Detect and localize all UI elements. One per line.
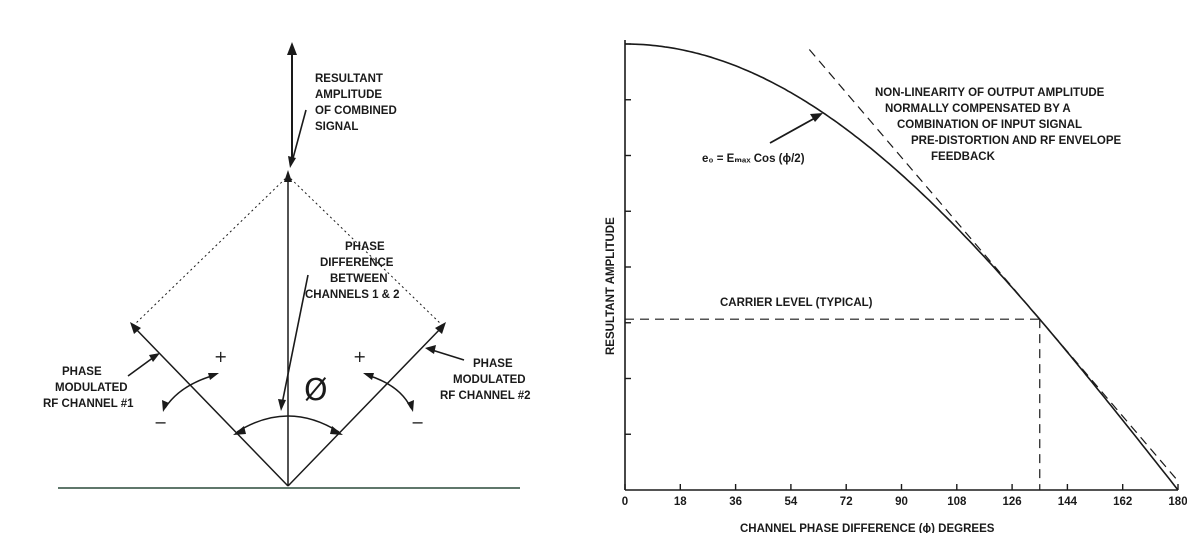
ch1-arc-arrowhead-bottom	[162, 400, 169, 412]
x-ticks	[624, 484, 1179, 490]
arc-arrowhead-left	[233, 426, 246, 435]
phasor-labels: RESULTANT AMPLITUDE OF COMBINED SIGNAL P…	[43, 73, 531, 432]
x-tick-label: 126	[1003, 496, 1022, 508]
formula-label: e₀ = Eₘₐₓ Cos (ϕ/2)	[702, 153, 805, 165]
phase-diff-line: BETWEEN	[330, 273, 388, 285]
minus-sign-ch1: −	[154, 413, 167, 432]
phase-diff-leader	[281, 274, 309, 405]
ch2-leader-arrowhead	[425, 345, 436, 354]
plus-sign-ch2: +	[353, 347, 366, 366]
resultant-leader-arrowhead	[288, 156, 296, 168]
phase-diff-line: DIFFERENCE	[320, 257, 394, 269]
channel-2-label: PHASE MODULATED RF CHANNEL #2	[440, 358, 531, 402]
channel-1-arrowhead	[130, 322, 141, 334]
resultant-line: SIGNAL	[315, 121, 358, 133]
ch2-leader	[431, 349, 465, 361]
annotation-line: PRE-DISTORTION AND RF ENVELOPE	[911, 135, 1122, 147]
annotation-block: NON-LINEARITY OF OUTPUT AMPLITUDE NORMAL…	[875, 87, 1122, 163]
resultant-line: OF COMBINED	[315, 105, 397, 117]
plus-sign-ch1: +	[214, 347, 227, 366]
channel-2-vector	[287, 325, 444, 487]
y-ticks	[625, 43, 631, 435]
top-arrowhead	[287, 42, 297, 55]
x-tick-label: 18	[674, 496, 687, 508]
ch2-line: MODULATED	[453, 374, 526, 386]
resultant-leader	[291, 109, 307, 163]
x-tick-label: 90	[895, 496, 908, 508]
y-axis-title: RESULTANT AMPLITUDE	[605, 217, 617, 355]
x-tick-label: 108	[947, 496, 967, 508]
x-tick-label: 144	[1058, 496, 1078, 508]
ch1-arc-arrowhead-top	[208, 373, 219, 380]
channel-1-vector	[132, 325, 289, 487]
phase-diff-line: CHANNELS 1 & 2	[305, 289, 400, 301]
ch2-line: PHASE	[473, 358, 513, 370]
x-tick-label: 180	[1168, 496, 1187, 508]
phase-diff-leader-arrowhead	[278, 399, 286, 411]
x-tick-label: 162	[1113, 496, 1132, 508]
x-axis-title: CHANNEL PHASE DIFFERENCE (ϕ) DEGREES	[740, 523, 995, 533]
annotation-line: FEEDBACK	[931, 151, 996, 163]
resultant-line: AMPLITUDE	[315, 89, 382, 101]
formula-leader-arrowhead	[810, 113, 823, 122]
resultant-label: RESULTANT AMPLITUDE OF COMBINED SIGNAL	[315, 73, 397, 133]
annotation-line: NON-LINEARITY OF OUTPUT AMPLITUDE	[875, 87, 1105, 99]
ch2-line: RF CHANNEL #2	[440, 390, 531, 402]
x-tick-label: 36	[729, 496, 742, 508]
resultant-line: RESULTANT	[315, 73, 383, 85]
channel-2-modulation-arc	[366, 374, 412, 409]
minus-sign-ch2: −	[411, 413, 424, 432]
channel-1-label: PHASE MODULATED RF CHANNEL #1	[43, 366, 134, 410]
ch1-line: RF CHANNEL #1	[43, 398, 134, 410]
phi-symbol: Ø	[304, 373, 328, 408]
cosine-curve	[625, 43, 1179, 491]
parallelogram-line-2	[287, 175, 444, 327]
ch1-line: PHASE	[62, 366, 102, 378]
x-tick-label: 72	[840, 496, 853, 508]
channel-2-arrowhead	[435, 322, 446, 334]
x-tick-labels: 0 18 36 54 72 90 108 126 144 162 180	[622, 496, 1187, 508]
amplitude-chart: 0 18 36 54 72 90 108 126 144 162 180 NON-LINEARITY…	[605, 40, 1187, 533]
phase-difference-arc	[236, 415, 340, 433]
arc-arrowhead-right	[330, 426, 343, 435]
x-tick-label: 54	[785, 496, 798, 508]
ch1-leader-arrowhead	[149, 353, 160, 362]
linear-tangent-line	[808, 49, 1179, 482]
parallelogram-line-1	[132, 175, 289, 327]
ch1-leader	[127, 356, 155, 377]
phasor-diagram	[58, 42, 520, 489]
carrier-level-label: CARRIER LEVEL (TYPICAL)	[720, 297, 873, 309]
formula-leader	[769, 117, 816, 144]
annotation-line: NORMALLY COMPENSATED BY A	[885, 103, 1071, 115]
ch1-line: MODULATED	[55, 382, 128, 394]
ch2-arc-arrowhead-bottom	[407, 400, 414, 412]
ch2-arc-arrowhead-top	[363, 373, 374, 380]
x-tick-label: 0	[622, 496, 628, 508]
phase-difference-label: PHASE DIFFERENCE BETWEEN CHANNELS 1 & 2	[305, 241, 400, 301]
phase-diff-line: PHASE	[345, 241, 385, 253]
annotation-line: COMBINATION OF INPUT SIGNAL	[897, 119, 1082, 131]
